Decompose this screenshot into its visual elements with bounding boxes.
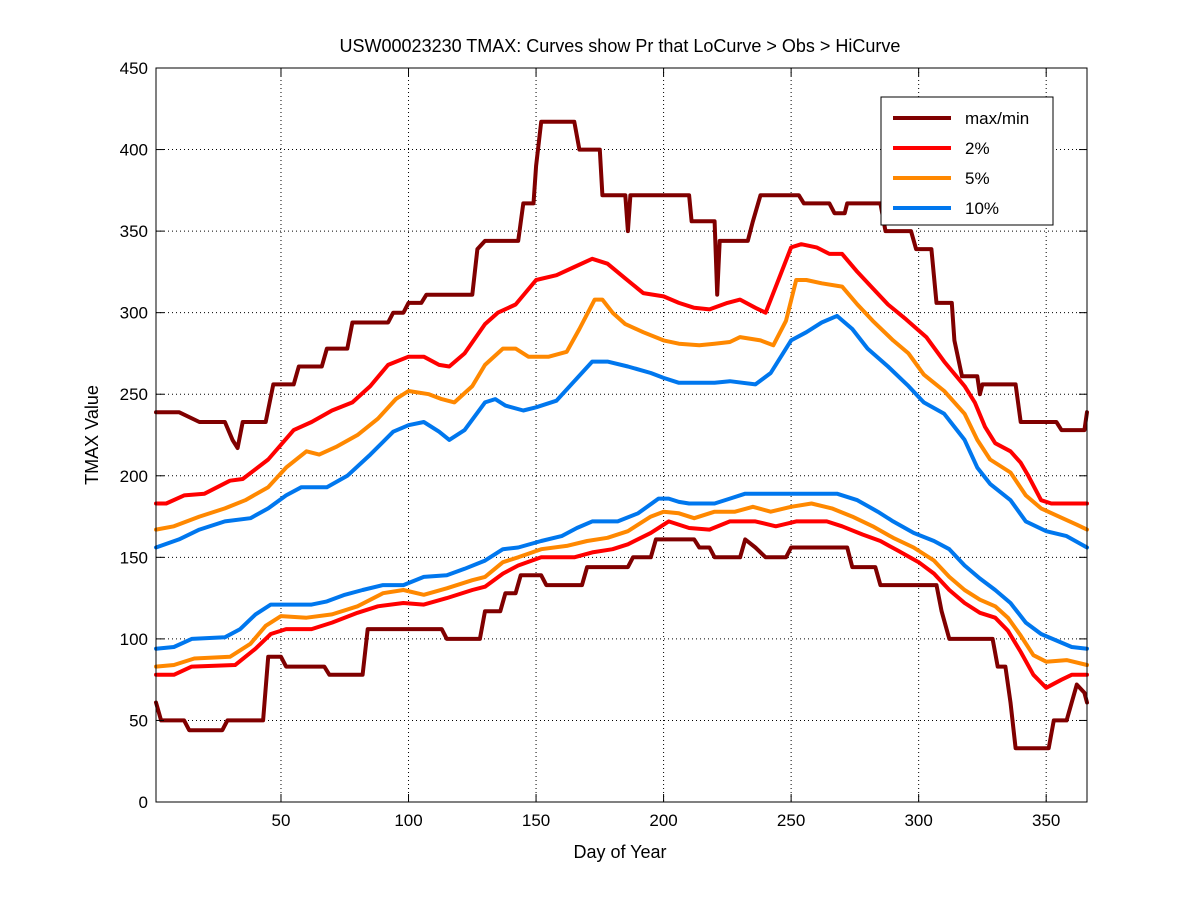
y-tick-label: 300 <box>120 304 148 323</box>
series-line-5-hi <box>154 278 1089 532</box>
x-axis-title: Day of Year <box>573 842 666 862</box>
series-line-max-min-lo <box>154 537 1089 751</box>
x-tick-label: 250 <box>777 811 805 830</box>
series-line-10-hi <box>154 313 1089 550</box>
legend-label: max/min <box>965 109 1029 128</box>
series-line-2-hi <box>154 242 1089 506</box>
x-tick-label: 200 <box>649 811 677 830</box>
x-tick-label: 350 <box>1032 811 1060 830</box>
series-layer <box>154 119 1089 751</box>
legend-label: 10% <box>965 199 999 218</box>
y-tick-label: 100 <box>120 630 148 649</box>
x-tick-label: 300 <box>904 811 932 830</box>
y-tick-label: 0 <box>139 793 148 812</box>
y-tick-label: 50 <box>129 711 148 730</box>
y-tick-label: 200 <box>120 467 148 486</box>
series-line-5-lo <box>154 501 1089 669</box>
x-tick-label: 50 <box>272 811 291 830</box>
legend-label: 5% <box>965 169 990 188</box>
ticks: 50 100 150 200 250 300 350 0 50 100 150 200 250 300 35… <box>120 59 1087 830</box>
series-line-2-lo <box>154 519 1089 690</box>
y-tick-label: 350 <box>120 222 148 241</box>
y-tick-label: 150 <box>120 548 148 567</box>
y-tick-label: 400 <box>120 141 148 160</box>
series-line-10-lo <box>154 491 1089 651</box>
y-tick-label: 250 <box>120 385 148 404</box>
series-line-max-min-hi <box>154 119 1089 450</box>
legend-label: 2% <box>965 139 990 158</box>
legend: max/min 2% 5% 10% <box>880 96 1054 226</box>
y-axis-title: TMAX Value <box>82 385 102 485</box>
chart-title: USW00023230 TMAX: Curves show Pr that Lo… <box>340 36 901 56</box>
x-tick-label: 100 <box>394 811 422 830</box>
plot-frame <box>155 67 1088 803</box>
x-tick-label: 150 <box>522 811 550 830</box>
y-tick-label: 450 <box>120 59 148 78</box>
